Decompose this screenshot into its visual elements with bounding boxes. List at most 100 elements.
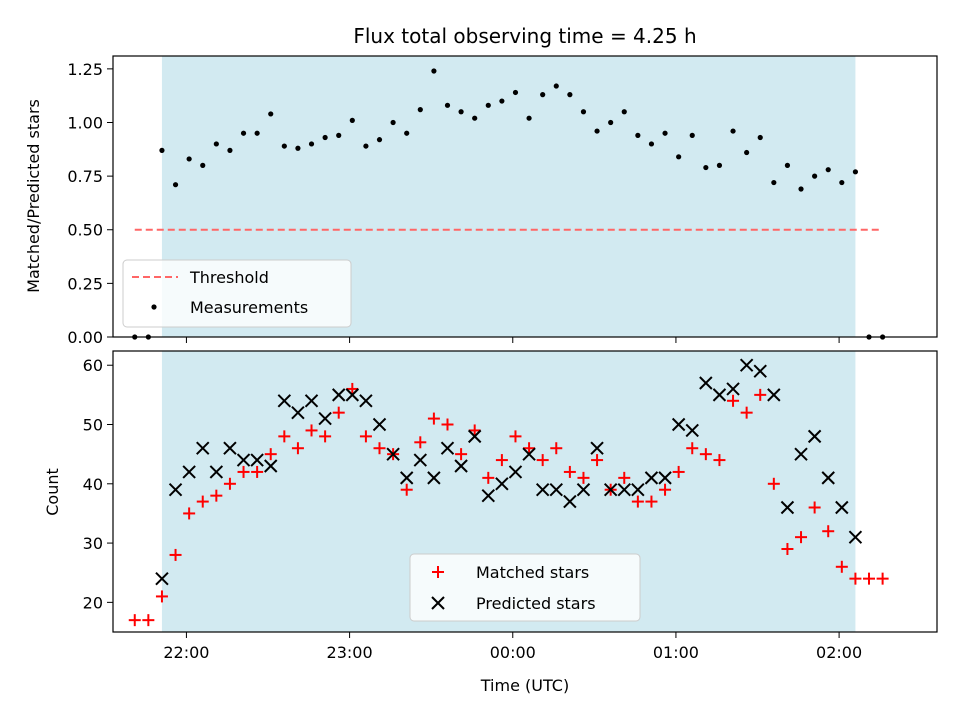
top-panel: Flux total observing time = 4.25 h 0.000… bbox=[24, 24, 938, 347]
measurement-point bbox=[444, 102, 451, 108]
matched-star-point bbox=[727, 394, 740, 407]
measurement-point bbox=[499, 98, 505, 104]
matched-star-point bbox=[699, 448, 712, 461]
measurement-point bbox=[784, 162, 791, 168]
x-tick-label: 02:00 bbox=[816, 643, 862, 662]
measurement-point bbox=[404, 130, 410, 136]
matched-star-point bbox=[251, 465, 264, 478]
y-tick-label: 20 bbox=[83, 593, 103, 612]
matched-star-point bbox=[645, 495, 658, 508]
matched-star-point bbox=[781, 543, 794, 556]
matched-star-point bbox=[155, 590, 168, 603]
measurement-point bbox=[771, 179, 777, 186]
predicted-star-point bbox=[535, 483, 550, 497]
measurement-point bbox=[703, 164, 709, 171]
matched-star-point bbox=[210, 489, 223, 502]
predicted-star-point bbox=[236, 453, 251, 467]
y-tick-label: 1.25 bbox=[67, 60, 103, 79]
chart-title: Flux total observing time = 4.25 h bbox=[353, 24, 696, 48]
measurement-point bbox=[716, 162, 723, 168]
bottom-y-axis-label: Count bbox=[43, 468, 62, 516]
matched-star-point bbox=[808, 501, 821, 514]
matched-star-point bbox=[455, 448, 468, 461]
predicted-star-point bbox=[264, 459, 278, 473]
matched-star-point bbox=[359, 430, 372, 443]
matched-star-point bbox=[278, 430, 291, 443]
matched-star-point bbox=[795, 531, 808, 544]
matched-star-point bbox=[822, 525, 835, 538]
matched-star-point bbox=[414, 436, 427, 449]
matched-star-point bbox=[849, 572, 862, 585]
matched-star-point bbox=[618, 471, 631, 484]
measurement-point bbox=[268, 111, 274, 117]
predicted-star-point bbox=[386, 447, 400, 461]
matched-star-point bbox=[264, 448, 277, 461]
bottom-legend: Matched stars Predicted stars bbox=[409, 553, 641, 622]
measurement-point bbox=[322, 134, 328, 141]
y-tick-label: 60 bbox=[83, 356, 103, 375]
top-legend: Threshold Measurements bbox=[122, 259, 352, 328]
matched-star-point bbox=[672, 465, 685, 478]
matched-star-point bbox=[169, 548, 182, 561]
measurement-point bbox=[186, 156, 192, 162]
measurement-point bbox=[281, 143, 287, 149]
matched-star-point bbox=[754, 388, 767, 401]
matched-star-point bbox=[835, 560, 848, 573]
bottom-x-axis: 22:00 23:00 00:00 01:00 02:00 bbox=[163, 632, 862, 662]
x-tick-label: 00:00 bbox=[490, 643, 536, 662]
predicted-stars-points bbox=[155, 358, 863, 586]
top-y-axis: 0.00 0.25 0.50 0.75 1.00 1.25 bbox=[67, 60, 113, 347]
predicted-star-point bbox=[277, 394, 292, 408]
predicted-star-point bbox=[739, 358, 754, 372]
measurement-point bbox=[458, 109, 464, 115]
y-tick-label: 0.25 bbox=[67, 274, 103, 293]
measurement-point bbox=[336, 132, 342, 138]
predicted-star-point bbox=[168, 483, 183, 497]
measurement-point bbox=[472, 115, 478, 121]
measurement-point bbox=[512, 89, 519, 96]
matched-star-point bbox=[291, 442, 304, 455]
predicted-star-point bbox=[250, 453, 264, 467]
matched-star-point bbox=[400, 483, 413, 496]
measurement-point bbox=[390, 119, 396, 126]
predicted-star-point bbox=[753, 364, 767, 378]
matched-stars-points bbox=[128, 382, 889, 627]
predicted-star-point bbox=[304, 394, 319, 408]
matched-star-point bbox=[577, 471, 590, 484]
top-plot-frame bbox=[112, 55, 938, 338]
predicted-star-point bbox=[794, 447, 808, 461]
predicted-star-point bbox=[576, 483, 591, 497]
matched-star-point bbox=[305, 424, 318, 437]
bottom-plot-frame bbox=[112, 350, 938, 633]
measurement-point bbox=[594, 128, 600, 134]
predicted-star-point bbox=[155, 571, 169, 586]
y-tick-label: 1.00 bbox=[67, 113, 103, 132]
measurement-point bbox=[417, 107, 423, 113]
matched-star-point bbox=[591, 454, 604, 467]
predicted-star-point bbox=[835, 500, 849, 515]
matched-star-point bbox=[876, 572, 889, 585]
predicted-star-point bbox=[712, 388, 727, 402]
x-tick-label: 01:00 bbox=[653, 643, 699, 662]
legend-measurements-swatch bbox=[151, 304, 157, 310]
predicted-star-point bbox=[685, 423, 699, 438]
predicted-star-point bbox=[848, 530, 863, 544]
measurement-point bbox=[635, 132, 641, 138]
predicted-star-point bbox=[345, 388, 360, 402]
matched-star-point bbox=[196, 495, 209, 508]
matched-star-point bbox=[441, 418, 454, 431]
x-tick-label: 23:00 bbox=[327, 643, 373, 662]
matched-star-point bbox=[142, 614, 155, 627]
predicted-star-point bbox=[522, 447, 536, 461]
measurement-point bbox=[227, 147, 233, 153]
measurement-point bbox=[540, 92, 546, 98]
measurement-point bbox=[689, 132, 695, 138]
x-tick-label: 22:00 bbox=[163, 643, 209, 662]
measurement-point bbox=[812, 173, 818, 179]
predicted-star-point bbox=[467, 429, 482, 444]
measurement-point bbox=[485, 102, 491, 108]
bottom-legend-box bbox=[409, 553, 641, 622]
matched-star-point bbox=[686, 442, 699, 455]
matched-star-point bbox=[523, 442, 536, 455]
